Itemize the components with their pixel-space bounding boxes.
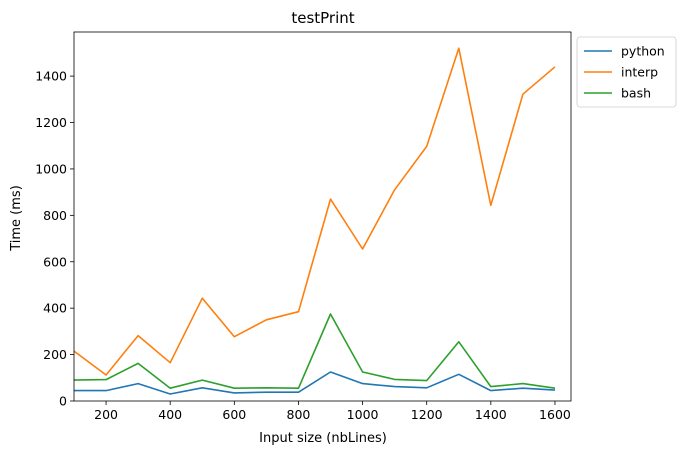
legend-frame	[576, 36, 677, 108]
y-axis: 0 200 400 600 800 1000 1200 1400	[35, 69, 74, 409]
x-tick-label: 400	[158, 407, 182, 422]
x-tick-label: 800	[287, 407, 311, 422]
y-tick-label: 1400	[35, 69, 67, 84]
plot-area	[73, 31, 572, 402]
y-tick-label: 800	[43, 208, 67, 223]
x-tick-label: 600	[222, 407, 246, 422]
x-tick-label: 1200	[411, 407, 443, 422]
legend: python interp bash	[576, 36, 677, 108]
x-axis: 200 400 600 800 1000 1200 1400 1600	[94, 401, 571, 422]
y-tick-label: 400	[43, 301, 67, 316]
series-line-bash	[73, 313, 556, 390]
y-tick-label: 1200	[35, 115, 67, 130]
y-tick-label: 0	[59, 394, 67, 409]
series-lines	[73, 47, 556, 395]
x-tick-label: 1400	[475, 407, 507, 422]
legend-label-bash: bash	[621, 86, 651, 101]
x-tick-label: 1600	[539, 407, 571, 422]
y-tick-label: 600	[43, 254, 67, 269]
legend-label-python: python	[621, 44, 665, 59]
legend-label-interp: interp	[621, 65, 658, 80]
x-tick-label: 1000	[347, 407, 379, 422]
y-tick-label: 1000	[35, 161, 67, 176]
y-axis-label: Time (ms)	[9, 185, 24, 252]
plot-frame	[73, 31, 572, 402]
x-tick-label: 200	[94, 407, 118, 422]
y-tick-label: 200	[43, 347, 67, 362]
chart-title: testPrint	[291, 9, 354, 27]
x-axis-label: Input size (nbLines)	[259, 431, 387, 446]
series-line-python	[74, 371, 556, 395]
series-line-interp	[73, 47, 556, 376]
